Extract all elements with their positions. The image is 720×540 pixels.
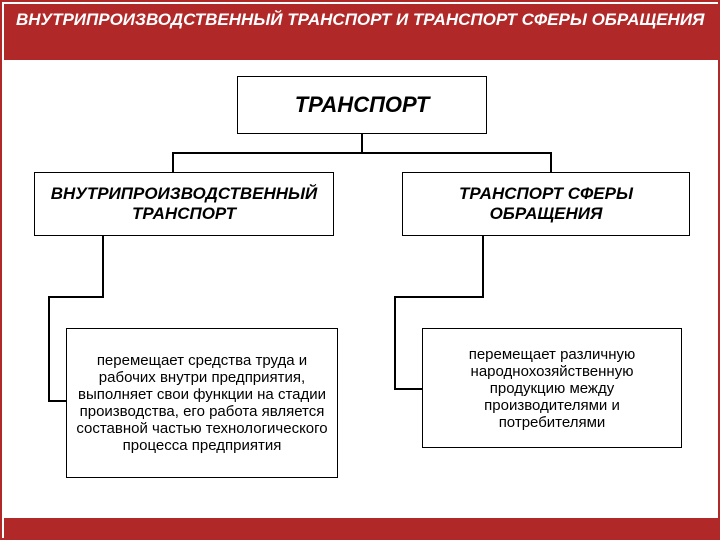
- conn-right-drop-h: [394, 296, 484, 298]
- conn-left-drop-h2: [48, 400, 66, 402]
- node-mid-left-label: ВНУТРИПРОИЗВОДСТВЕННЫЙ ТРАНСПОРТ: [43, 184, 325, 224]
- node-leaf-left: перемещает средства труда и рабочих внут…: [66, 328, 338, 478]
- page: ВНУТРИПРОИЗВОДСТВЕННЫЙ ТРАНСПОРТ И ТРАНС…: [0, 0, 720, 540]
- node-mid-right: ТРАНСПОРТ СФЕРЫ ОБРАЩЕНИЯ: [402, 172, 690, 236]
- header-title: ВНУТРИПРОИЗВОДСТВЕННЫЙ ТРАНСПОРТ И ТРАНС…: [16, 10, 704, 29]
- conn-right-drop-v2: [394, 296, 396, 390]
- conn-right-drop-h2: [394, 388, 422, 390]
- footer-bar: [4, 518, 720, 540]
- conn-right-drop-v1: [482, 236, 484, 298]
- header-bar: ВНУТРИПРОИЗВОДСТВЕННЫЙ ТРАНСПОРТ И ТРАНС…: [4, 4, 720, 60]
- conn-bus-to-left: [172, 152, 174, 172]
- node-root-label: ТРАНСПОРТ: [295, 92, 430, 118]
- conn-bus: [172, 152, 552, 154]
- node-leaf-right: перемещает различную народнохозяйственну…: [422, 328, 682, 448]
- node-root: ТРАНСПОРТ: [237, 76, 487, 134]
- node-leaf-left-label: перемещает средства труда и рабочих внут…: [75, 352, 329, 454]
- conn-left-drop-v1: [102, 236, 104, 298]
- node-leaf-right-label: перемещает различную народнохозяйственну…: [431, 346, 673, 431]
- conn-left-drop-h: [48, 296, 104, 298]
- conn-root-to-bus: [361, 134, 363, 152]
- node-mid-right-label: ТРАНСПОРТ СФЕРЫ ОБРАЩЕНИЯ: [411, 184, 681, 224]
- conn-bus-to-right: [550, 152, 552, 172]
- conn-left-drop-v2: [48, 296, 50, 402]
- node-mid-left: ВНУТРИПРОИЗВОДСТВЕННЫЙ ТРАНСПОРТ: [34, 172, 334, 236]
